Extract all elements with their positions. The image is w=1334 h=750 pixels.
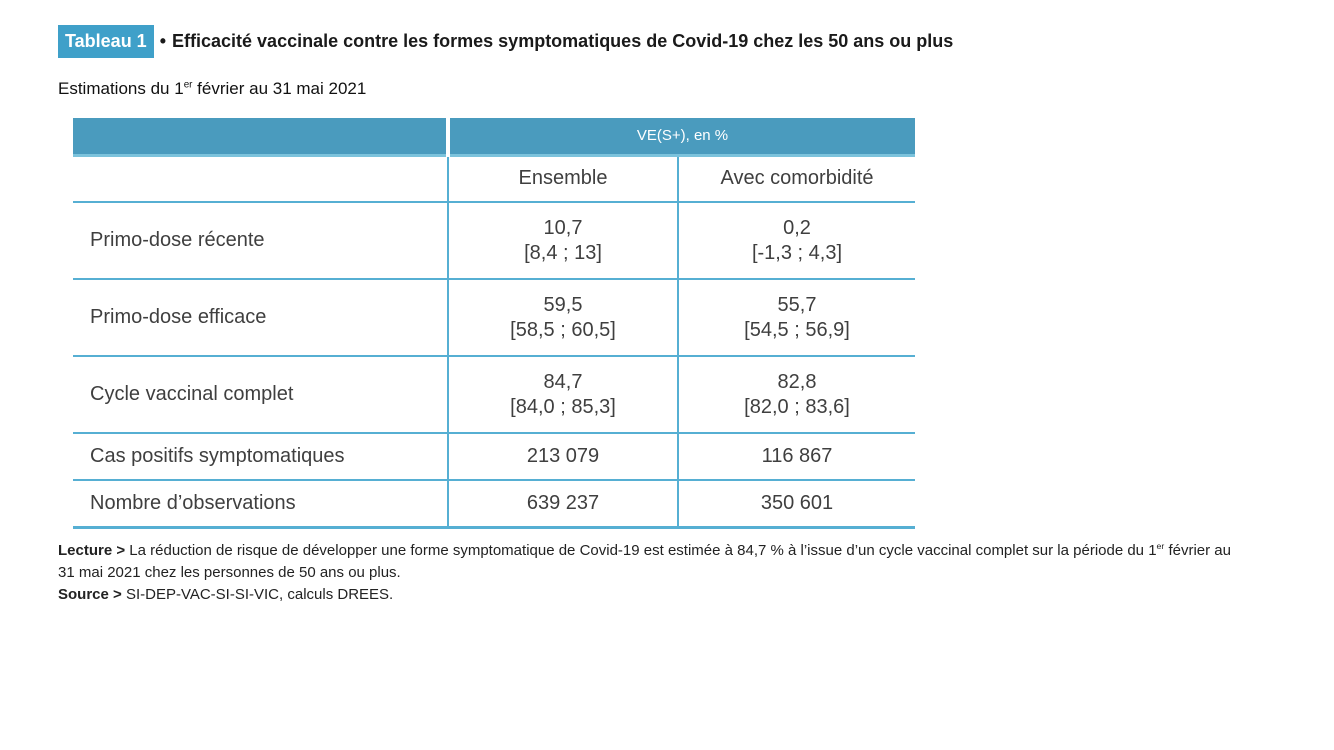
table-row-cycle-vaccinal-complet: Cycle vaccinal complet 84,7 [84,0 ; 85,3… — [73, 356, 915, 434]
table-title-row: Tableau 1 • Efficacité vaccinale contre le… — [58, 25, 1334, 58]
cell-confidence-interval: [54,5 ; 56,9] — [744, 318, 850, 341]
lecture-superscript: er — [1156, 540, 1165, 551]
cell-comorbidite: 0,2 [-1,3 ; 4,3] — [677, 202, 915, 280]
lecture-text-part2: février au 31 mai 2021 chez les personne… — [58, 541, 1231, 581]
table-row-primo-dose-recente: Primo-dose récente 10,7 [8,4 ; 13] 0,2 [… — [73, 202, 915, 280]
table-row-cas-positifs: Cas positifs symptomatiques 213 079 116 … — [73, 433, 915, 481]
cell-comorbidite: 350 601 — [677, 480, 915, 529]
cell-value: 639 237 — [526, 491, 600, 514]
vaccine-efficacy-table: VE(S+), en % Ensemble Avec comorbidité P… — [73, 118, 915, 529]
row-label: Cas positifs symptomatiques — [73, 433, 448, 481]
table-title: Efficacité vaccinale contre les formes s… — [172, 31, 954, 51]
column-header-ensemble: Ensemble — [447, 155, 678, 203]
header-group-ve: VE(S+), en % — [446, 118, 915, 157]
row-label: Cycle vaccinal complet — [73, 356, 448, 434]
cell-ensemble: 10,7 [8,4 ; 13] — [447, 202, 678, 280]
cell-value: 213 079 — [526, 445, 600, 467]
subtitle-part1: Estimations du 1 — [58, 79, 184, 98]
subtitle-part2: février au 31 mai 2021 — [192, 79, 367, 98]
source-label: Source > — [58, 585, 122, 603]
header-band-row: VE(S+), en % — [73, 118, 915, 157]
cell-value: 59,5 — [543, 293, 583, 316]
cell-value: 0,2 — [783, 216, 811, 239]
cell-value: 116 867 — [761, 445, 833, 467]
cell-comorbidite: 82,8 [82,0 ; 83,6] — [677, 356, 915, 434]
column-header-comorbidite: Avec comorbidité — [677, 155, 915, 203]
column-header-row: Ensemble Avec comorbidité — [73, 155, 915, 203]
table-notes: Lecture > La réduction de risque de déve… — [58, 540, 1238, 606]
table-number-tag: Tableau 1 — [58, 25, 154, 58]
lecture-note: Lecture > La réduction de risque de déve… — [58, 540, 1238, 584]
header-band-spacer — [73, 118, 448, 157]
lecture-label: Lecture > — [58, 541, 126, 559]
cell-ensemble: 639 237 — [447, 480, 678, 529]
cell-value: 84,7 — [543, 370, 583, 393]
cell-value: 10,7 — [543, 216, 583, 239]
source-text: SI-DEP-VAC-SI-SI-VIC, calculs DREES. — [121, 585, 394, 603]
cell-comorbidite: 55,7 [54,5 ; 56,9] — [677, 279, 915, 357]
cell-value: 350 601 — [760, 491, 834, 514]
cell-comorbidite: 116 867 — [677, 433, 915, 481]
cell-value: 55,7 — [777, 293, 817, 316]
cell-confidence-interval: [-1,3 ; 4,3] — [751, 241, 843, 264]
table-subtitle: Estimations du 1er février au 31 mai 202… — [58, 79, 1334, 99]
table-row-primo-dose-efficace: Primo-dose efficace 59,5 [58,5 ; 60,5] 5… — [73, 279, 915, 357]
subtitle-superscript: er — [183, 79, 193, 91]
cell-confidence-interval: [58,5 ; 60,5] — [510, 318, 616, 341]
cell-confidence-interval: [8,4 ; 13] — [524, 241, 602, 264]
row-label: Nombre d’observations — [73, 480, 448, 529]
row-label: Primo-dose efficace — [73, 279, 448, 357]
bullet-separator: • — [159, 31, 167, 51]
table-row-nombre-observations: Nombre d’observations 639 237 350 601 — [73, 480, 915, 529]
cell-ensemble: 213 079 — [447, 433, 678, 481]
cell-confidence-interval: [84,0 ; 85,3] — [510, 395, 616, 418]
column-header-empty — [73, 155, 448, 203]
cell-ensemble: 84,7 [84,0 ; 85,3] — [447, 356, 678, 434]
source-note: Source > SI-DEP-VAC-SI-SI-VIC, calculs D… — [58, 584, 1238, 606]
cell-ensemble: 59,5 [58,5 ; 60,5] — [447, 279, 678, 357]
cell-confidence-interval: [82,0 ; 83,6] — [744, 395, 850, 418]
cell-value: 82,8 — [777, 370, 817, 393]
row-label: Primo-dose récente — [73, 202, 448, 280]
lecture-text-part1: La réduction de risque de développer une… — [125, 541, 1157, 559]
